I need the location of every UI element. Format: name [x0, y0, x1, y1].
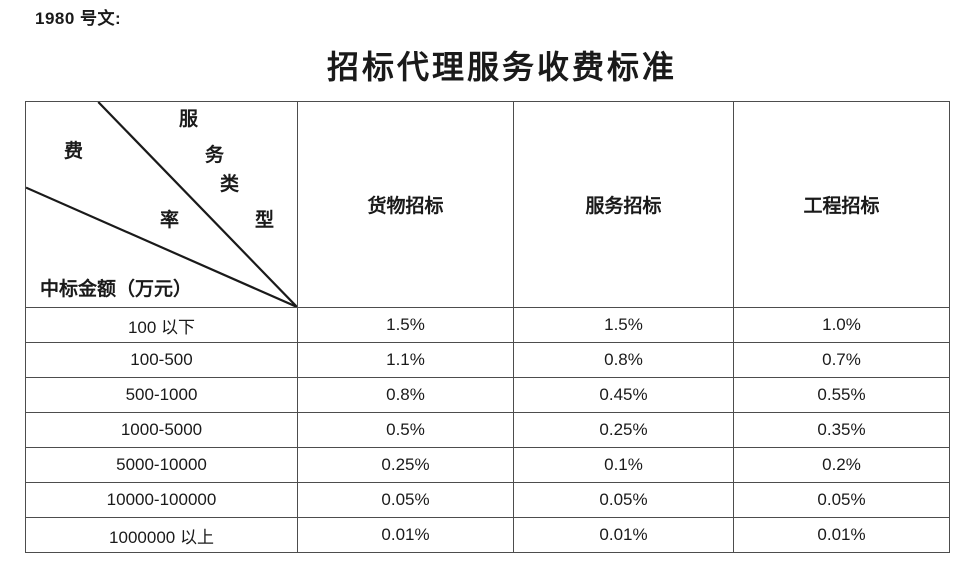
- rate-cell: 1.5%: [297, 307, 514, 343]
- rate-cell: 0.8%: [513, 342, 734, 378]
- rate-cell: 0.5%: [297, 412, 514, 448]
- rate-cell: 0.55%: [733, 377, 950, 413]
- amount-cell: 1000-5000: [25, 412, 298, 448]
- amount-cell: 10000-100000: [25, 482, 298, 518]
- table-row: 500-1000 0.8% 0.45% 0.55%: [25, 377, 950, 413]
- table-header-row: 服 务 类 型 费 率 中标金额（万元） 货物招标 服务招标 工程招标: [25, 101, 950, 308]
- amount-cell: 500-1000: [25, 377, 298, 413]
- amount-cell: 5000-10000: [25, 447, 298, 483]
- rate-cell: 0.8%: [297, 377, 514, 413]
- rate-cell: 1.0%: [733, 307, 950, 343]
- corner-label-char: 率: [160, 209, 180, 231]
- corner-label-char: 服: [179, 108, 199, 130]
- table-row: 5000-10000 0.25% 0.1% 0.2%: [25, 447, 950, 483]
- table-row: 10000-100000 0.05% 0.05% 0.05%: [25, 482, 950, 518]
- row-axis-label: 中标金额（万元）: [40, 278, 193, 300]
- rate-cell: 0.05%: [513, 482, 734, 518]
- page-title: 招标代理服务收费标准: [326, 48, 677, 86]
- rate-cell: 0.05%: [297, 482, 514, 518]
- amount-cell: 100-500: [25, 342, 298, 378]
- rate-cell: 0.35%: [733, 412, 950, 448]
- table-row: 100 以下 1.5% 1.5% 1.0%: [25, 307, 950, 343]
- rate-cell: 0.45%: [513, 377, 734, 413]
- rate-cell: 1.5%: [513, 307, 734, 343]
- column-header-goods: 货物招标: [297, 101, 514, 308]
- corner-label-char: 类: [220, 173, 240, 195]
- amount-cell: 1000000 以上: [25, 517, 298, 553]
- table-row: 1000-5000 0.5% 0.25% 0.35%: [25, 412, 950, 448]
- diagonal-lines: [26, 102, 297, 307]
- rate-cell: 0.7%: [733, 342, 950, 378]
- corner-label-char: 型: [255, 209, 275, 231]
- column-header-engineering: 工程招标: [733, 101, 950, 308]
- rate-cell: 0.05%: [733, 482, 950, 518]
- fee-standard-table: 服 务 类 型 费 率 中标金额（万元） 货物招标 服务招标 工程招标 100 …: [25, 101, 950, 553]
- rate-cell: 0.1%: [513, 447, 734, 483]
- corner-label-char: 费: [64, 140, 84, 162]
- rate-cell: 0.25%: [513, 412, 734, 448]
- column-header-service: 服务招标: [513, 101, 734, 308]
- rate-cell: 0.01%: [297, 517, 514, 553]
- rate-cell: 1.1%: [297, 342, 514, 378]
- rate-cell: 0.01%: [733, 517, 950, 553]
- rate-cell: 0.25%: [297, 447, 514, 483]
- corner-label-char: 务: [205, 144, 225, 166]
- amount-cell: 100 以下: [25, 307, 298, 343]
- diagonal-corner-cell: 服 务 类 型 费 率 中标金额（万元）: [25, 101, 298, 308]
- table-row: 1000000 以上 0.01% 0.01% 0.01%: [25, 517, 950, 553]
- rate-cell: 0.01%: [513, 517, 734, 553]
- rate-cell: 0.2%: [733, 447, 950, 483]
- doc-number: 1980 号文:: [35, 9, 122, 28]
- table-row: 100-500 1.1% 0.8% 0.7%: [25, 342, 950, 378]
